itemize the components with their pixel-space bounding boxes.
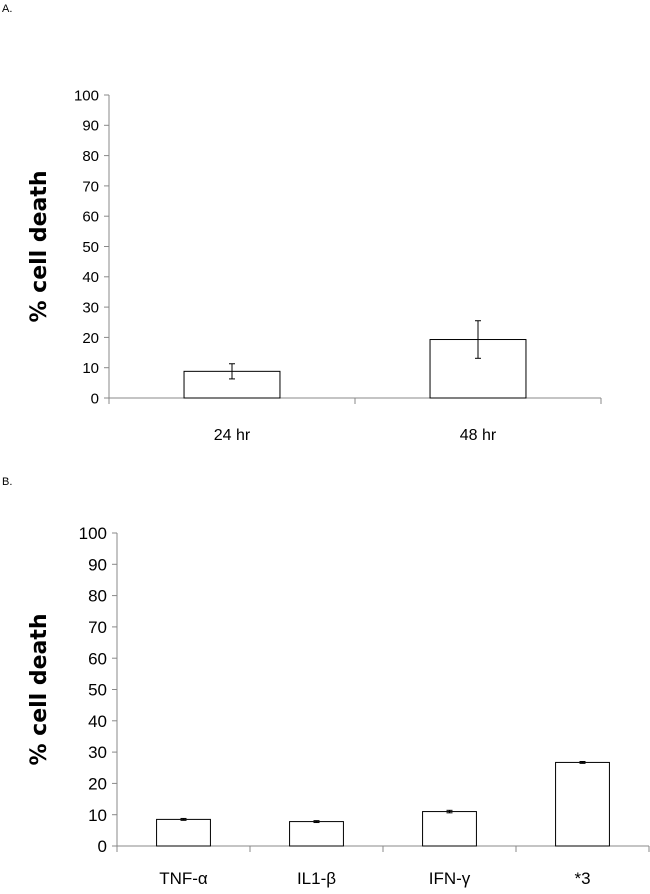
chart-a-category-label: 48 hr — [460, 427, 497, 444]
chart-b-bar — [422, 811, 477, 847]
chart-b-y-tick-label: 40 — [88, 712, 107, 731]
chart-a-y-tick-label: 10 — [82, 360, 99, 377]
chart-b-y-tick-label: 70 — [88, 618, 107, 637]
chart-a-y-tick-label: 40 — [82, 269, 99, 286]
panel-b-label: B. — [2, 476, 13, 488]
chart-b-y-tick-label: 0 — [98, 837, 107, 856]
chart-b-bar — [289, 821, 344, 847]
chart-a-y-tick-label: 30 — [82, 300, 99, 317]
chart-a-y-axis-title: % cell death — [27, 170, 52, 322]
panel-a-label: A. — [2, 3, 13, 15]
chart-b-y-tick-label: 10 — [88, 806, 107, 825]
chart-b-y-tick-label: 50 — [88, 681, 107, 700]
chart-b-y-tick-label: 80 — [88, 587, 107, 606]
chart-b-category-label: *3 — [574, 869, 590, 888]
chart-b-category-label: TNF-α — [159, 869, 208, 888]
chart-b-bar — [156, 818, 211, 847]
chart-a-y-tick-label: 50 — [82, 239, 99, 256]
chart-b-y-axis-title: % cell death — [27, 613, 52, 765]
chart-a-y-tick-label: 100 — [74, 87, 99, 104]
chart-b-y-tick-label: 100 — [79, 524, 107, 543]
chart-a-y-tick-label: 0 — [91, 390, 99, 407]
chart-a-y-tick-label: 80 — [82, 148, 99, 165]
chart-b-y-tick-label: 60 — [88, 649, 107, 668]
chart-b-bar — [555, 761, 610, 847]
chart-a-y-tick-label: 90 — [82, 118, 99, 135]
chart-a-y-tick-label: 60 — [82, 209, 99, 226]
chart-a-y-tick-label: 70 — [82, 178, 99, 195]
chart-b-category-label: IL1-β — [297, 869, 336, 888]
chart-a: 0 10 20 30 40 50 60 70 80 90 100 24 hr 48 hr % cell d… — [27, 87, 602, 444]
chart-a-y-tick-label: 20 — [82, 330, 99, 347]
chart-a-category-label: 24 hr — [214, 427, 251, 444]
chart-b-y-tick-label: 90 — [88, 555, 107, 574]
chart-b-y-tick-label: 20 — [88, 775, 107, 794]
chart-b-y-tick-label: 30 — [88, 743, 107, 762]
chart-b-category-label: IFN-γ — [429, 869, 471, 888]
